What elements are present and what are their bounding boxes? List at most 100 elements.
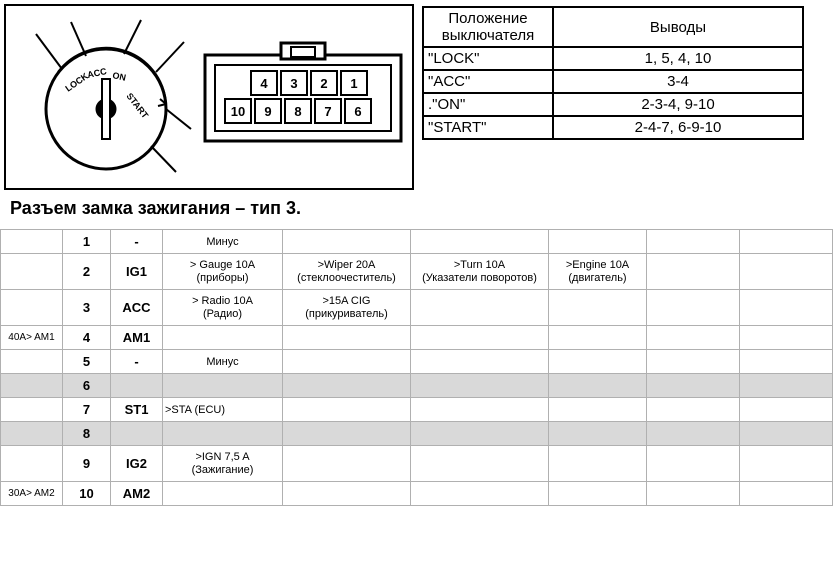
cell [163, 422, 283, 446]
table-row: 1 - Минус [1, 230, 833, 254]
table-row: 2 IG1 > Gauge 10A(приборы) >Wiper 20A(ст… [1, 254, 833, 290]
pin-num: 7 [63, 398, 111, 422]
cell: Минус [163, 230, 283, 254]
table-row: "LOCK"1, 5, 4, 10 [423, 47, 803, 70]
svg-text:ON: ON [112, 70, 127, 83]
cell [411, 350, 549, 374]
position-table: Положение выключателя Выводы "LOCK"1, 5,… [422, 6, 804, 140]
svg-text:START: START [124, 91, 150, 121]
cell: >Wiper 20A(стеклоочеститель) [283, 254, 411, 290]
pin-num: 6 [63, 374, 111, 398]
cell [647, 254, 740, 290]
pins-header: Выводы [553, 7, 803, 47]
svg-text:1: 1 [350, 76, 357, 91]
pin-sig: AM1 [111, 326, 163, 350]
cell [647, 482, 740, 506]
pos-cell: ."ON" [423, 93, 553, 116]
cell [647, 374, 740, 398]
svg-text:2: 2 [320, 76, 327, 91]
diagram-box: LOCK ACC ON START 4 3 2 1 10 [4, 4, 414, 190]
pin-num: 8 [63, 422, 111, 446]
pins-cell: 3-4 [553, 70, 803, 93]
pos-cell: "START" [423, 116, 553, 139]
svg-text:7: 7 [324, 104, 331, 119]
cell [549, 374, 647, 398]
table-row: "START"2-4-7, 6-9-10 [423, 116, 803, 139]
cell [549, 350, 647, 374]
svg-text:9: 9 [264, 104, 271, 119]
cell [549, 422, 647, 446]
pins-cell: 2-4-7, 6-9-10 [553, 116, 803, 139]
table-row: 7 ST1 >STA (ECU) [1, 398, 833, 422]
table-row: Положение выключателя Выводы [423, 7, 803, 47]
cell [1, 254, 63, 290]
cell: Минус [163, 350, 283, 374]
pin-num: 10 [63, 482, 111, 506]
table-row: 5 - Минус [1, 350, 833, 374]
cell [283, 446, 411, 482]
connector-diagram: 4 3 2 1 10 9 8 7 6 [201, 41, 406, 151]
cell [283, 230, 411, 254]
cell: >IGN 7,5 A(Зажигание) [163, 446, 283, 482]
cell [411, 230, 549, 254]
cell [647, 350, 740, 374]
cell [111, 374, 163, 398]
cell [1, 230, 63, 254]
caption: Разъем замка зажигания – тип 3. [0, 194, 833, 229]
table-row: 6 [1, 374, 833, 398]
cell [163, 326, 283, 350]
cell [549, 446, 647, 482]
cell [283, 326, 411, 350]
pin-num: 1 [63, 230, 111, 254]
svg-text:ACC: ACC [86, 66, 108, 80]
cell [740, 290, 833, 326]
ignition-switch-diagram: LOCK ACC ON START [16, 14, 196, 184]
pins-cell: 2-3-4, 9-10 [553, 93, 803, 116]
pin-num: 4 [63, 326, 111, 350]
cell: 30A> AM2 [1, 482, 63, 506]
table-row: 8 [1, 422, 833, 446]
cell [411, 482, 549, 506]
cell [740, 326, 833, 350]
cell [1, 350, 63, 374]
cell [549, 326, 647, 350]
cell [1, 374, 63, 398]
cell [549, 482, 647, 506]
cell [283, 350, 411, 374]
cell [163, 482, 283, 506]
pos-cell: "ACC" [423, 70, 553, 93]
pin-sig: ACC [111, 290, 163, 326]
cell [163, 374, 283, 398]
cell: >Turn 10A(Указатели поворотов) [411, 254, 549, 290]
cell [740, 374, 833, 398]
cell [411, 446, 549, 482]
svg-text:10: 10 [231, 104, 245, 119]
cell [740, 254, 833, 290]
pin-sig: AM2 [111, 482, 163, 506]
cell [740, 446, 833, 482]
cell [549, 398, 647, 422]
pins-cell: 1, 5, 4, 10 [553, 47, 803, 70]
cell: > Radio 10A(Радио) [163, 290, 283, 326]
pin-sig: - [111, 350, 163, 374]
cell [647, 398, 740, 422]
pin-sig: IG1 [111, 254, 163, 290]
cell [411, 422, 549, 446]
cell [647, 290, 740, 326]
cell: >Engine 10A(двигатель) [549, 254, 647, 290]
svg-text:3: 3 [290, 76, 297, 91]
cell [111, 422, 163, 446]
table-row: 30A> AM2 10 AM2 [1, 482, 833, 506]
svg-text:4: 4 [260, 76, 268, 91]
cell [1, 422, 63, 446]
cell [283, 422, 411, 446]
cell [647, 422, 740, 446]
cell [283, 482, 411, 506]
pos-cell: "LOCK" [423, 47, 553, 70]
cell: > Gauge 10A(приборы) [163, 254, 283, 290]
cell [740, 482, 833, 506]
cell [740, 230, 833, 254]
cell [411, 374, 549, 398]
table-row: "ACC"3-4 [423, 70, 803, 93]
cell [647, 230, 740, 254]
